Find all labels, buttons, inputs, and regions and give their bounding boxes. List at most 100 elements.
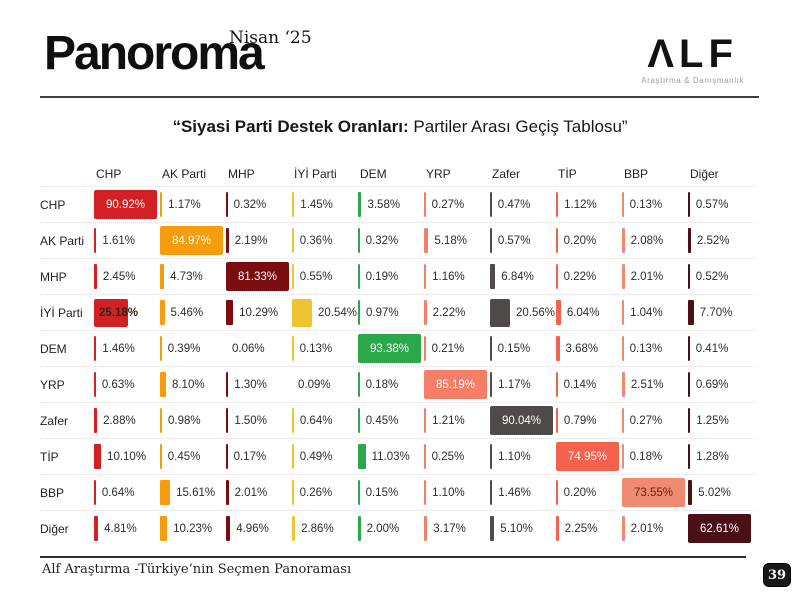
value-bar	[94, 516, 99, 541]
row-label: CHP	[40, 197, 66, 212]
value-bar	[358, 228, 360, 253]
table-row: Zafer 2.88% 0.98% 1.50% 0.64% 0.45% 1.21% 90.04…	[40, 403, 756, 439]
value-bar	[688, 228, 691, 253]
value-label: 5.46%	[170, 306, 204, 319]
value-bar: 90.92%	[94, 190, 157, 219]
value-bar	[358, 372, 360, 397]
value-bar	[622, 192, 624, 217]
value-label: 25.18%	[99, 306, 139, 319]
value-bar	[358, 192, 362, 217]
value-bar	[226, 228, 229, 253]
value-label: 2.01%	[234, 486, 268, 499]
value-bar	[490, 336, 492, 361]
matrix-cell: 20.54%	[292, 295, 358, 330]
value-bar	[94, 336, 97, 361]
value-label: 1.30%	[234, 378, 267, 391]
value-label: 0.19%	[365, 270, 399, 283]
value-bar	[358, 264, 360, 289]
value-label: 0.45%	[365, 414, 399, 427]
slide-title-rest: Partiler Arası Geçiş Tablosu”	[408, 117, 628, 136]
matrix-cell: 3.58%	[358, 187, 424, 222]
value-label: 0.15%	[497, 342, 531, 355]
value-label: 6.04%	[566, 306, 600, 319]
value-bar	[292, 408, 294, 433]
value-bar	[226, 516, 231, 541]
value-bar: 84.97%	[160, 226, 223, 255]
matrix-cell: 4.96%	[226, 511, 292, 546]
masthead-divider	[40, 96, 759, 98]
row-label: MHP	[40, 269, 67, 284]
value-bar	[94, 264, 97, 289]
value-label: 1.46%	[102, 342, 135, 355]
matrix-cell: 0.22%	[556, 259, 622, 294]
value-bar	[688, 372, 690, 397]
value-bar	[424, 408, 427, 433]
matrix-cell: 74.95%	[556, 439, 622, 474]
matrix-cell: 10.10%	[94, 439, 160, 474]
value-bar: 93.38%	[358, 334, 421, 363]
value-bar	[490, 228, 492, 253]
value-label: 0.97%	[366, 306, 399, 319]
value-bar	[622, 300, 625, 325]
matrix-cell: 10.29%	[226, 295, 292, 330]
column-header: TİP	[558, 166, 577, 181]
value-label: 2.25%	[564, 522, 598, 535]
value-bar	[622, 228, 625, 253]
table-row: TİP 10.10% 0.45% 0.17% 0.49% 11.03% 0.25% 1.10%…	[40, 439, 756, 475]
matrix-cell: 73.55%	[622, 475, 688, 510]
matrix-cell: 81.33%	[226, 259, 292, 294]
matrix-cell: 1.28%	[688, 439, 754, 474]
value-bar	[622, 516, 625, 541]
column-header: DEM	[360, 166, 387, 181]
matrix-cell: 0.63%	[94, 367, 160, 402]
value-label: 2.86%	[301, 522, 334, 535]
value-bar	[688, 192, 690, 217]
value-label: 3.17%	[433, 522, 466, 535]
value-label: 0.25%	[431, 450, 465, 463]
value-bar	[424, 336, 426, 361]
value-bar	[622, 444, 624, 469]
matrix-cell: 0.14%	[556, 367, 622, 402]
table-row: İYİ Parti 25.18% 5.46% 10.29% 20.54% 0.97% 2.2…	[40, 295, 756, 331]
value-label: 0.13%	[299, 342, 333, 355]
value-bar: 74.95%	[556, 442, 619, 471]
value-bar	[160, 336, 162, 361]
matrix-cell: 1.30%	[226, 367, 292, 402]
value-label: 0.63%	[101, 378, 135, 391]
matrix-cell: 90.04%	[490, 403, 556, 438]
value-label: 1.04%	[630, 306, 663, 319]
value-label: 2.01%	[630, 270, 664, 283]
matrix-cell: 1.04%	[622, 295, 688, 330]
matrix-cell: 0.06%	[226, 331, 292, 366]
value-bar	[160, 444, 162, 469]
alf-brand: ΛLF Araştırma & Danışmanlık	[641, 34, 744, 85]
value-bar	[226, 372, 229, 397]
column-header: BBP	[624, 166, 649, 181]
value-label: 0.13%	[629, 198, 663, 211]
value-label: 8.10%	[171, 378, 205, 391]
value-label: 0.06%	[232, 342, 265, 355]
matrix-cell: 15.61%	[160, 475, 226, 510]
value-label: 0.32%	[365, 234, 399, 247]
value-bar	[358, 444, 366, 469]
value-bar	[556, 192, 559, 217]
value-label: 5.10%	[500, 522, 533, 535]
value-label: 0.52%	[695, 270, 729, 283]
value-bar	[490, 192, 492, 217]
value-label: 1.17%	[168, 198, 201, 211]
value-bar	[292, 444, 294, 469]
table-row: Diğer 4.81% 10.23% 4.96% 2.86% 2.00% 3.17% 5.10…	[40, 511, 756, 546]
matrix-cell: 0.64%	[292, 403, 358, 438]
matrix-cell: 85.19%	[424, 367, 490, 402]
value-label: 3.58%	[367, 198, 401, 211]
value-bar	[424, 444, 426, 469]
value-bar	[358, 408, 360, 433]
value-label: 0.69%	[695, 378, 729, 391]
value-label: 0.55%	[299, 270, 333, 283]
row-label: İYİ Parti	[40, 305, 83, 320]
value-label: 20.54%	[318, 306, 358, 319]
value-bar: 62.61%	[688, 514, 751, 543]
value-label: 4.73%	[170, 270, 203, 283]
matrix-cell: 0.15%	[358, 475, 424, 510]
value-bar	[424, 480, 427, 505]
